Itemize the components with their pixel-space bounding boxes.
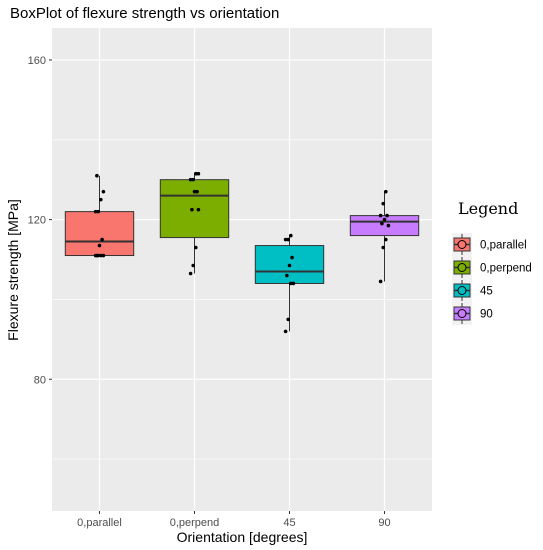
- data-point: [378, 213, 383, 218]
- data-point: [95, 253, 99, 258]
- data-point: [285, 273, 289, 278]
- data-point: [385, 213, 389, 218]
- x-axis: 0,parallel 0,perpend 45 90: [77, 511, 391, 529]
- legend-title: Legend: [458, 199, 518, 218]
- y-axis: 80 120 160: [28, 55, 52, 386]
- data-point: [194, 245, 198, 250]
- data-point: [381, 201, 386, 206]
- data-point: [188, 271, 193, 276]
- x-tick-label: 0,perpend: [170, 517, 220, 529]
- data-point: [287, 263, 292, 268]
- legend-key-point: [457, 309, 467, 318]
- x-tick-label: 0,parallel: [77, 517, 122, 529]
- data-point: [196, 207, 201, 212]
- box-0,parallel: [64, 211, 135, 257]
- data-point: [190, 207, 194, 212]
- legend-label: 0,parallel: [480, 240, 527, 252]
- data-point: [291, 281, 296, 286]
- data-point: [382, 217, 387, 222]
- data-point: [386, 223, 391, 228]
- x-tick-label: 45: [283, 517, 295, 529]
- y-tick-label: 80: [34, 374, 46, 386]
- data-point: [289, 233, 293, 238]
- data-point: [192, 189, 197, 194]
- data-point: [194, 171, 198, 176]
- y-axis-title: Flexure strength [MPa]: [5, 199, 21, 341]
- data-point: [380, 221, 384, 226]
- data-point: [95, 173, 99, 178]
- data-point: [101, 253, 106, 258]
- data-point: [191, 177, 195, 182]
- box-layer: [64, 173, 420, 332]
- minor-gridlines: [52, 139, 432, 460]
- y-tick-label: 160: [28, 55, 46, 67]
- data-point: [384, 189, 388, 194]
- plot-panel: [52, 28, 432, 511]
- legend-key-point: [457, 263, 467, 272]
- data-point: [196, 171, 201, 176]
- data-point: [289, 281, 293, 286]
- data-point: [191, 263, 195, 268]
- data-point: [101, 189, 106, 194]
- legend-label: 90: [480, 309, 493, 321]
- legend-key-point: [457, 240, 467, 249]
- x-axis-title: Orientation [degrees]: [177, 529, 308, 545]
- data-point: [99, 253, 103, 258]
- legend-key-point: [457, 286, 467, 295]
- data-point: [195, 189, 199, 194]
- data-point: [97, 243, 102, 248]
- data-point: [100, 237, 104, 242]
- data-point: [96, 209, 100, 214]
- chart-title: BoxPlot of flexure strength vs orientati…: [10, 5, 279, 22]
- data-point: [381, 245, 386, 250]
- data-point: [286, 317, 291, 322]
- legend-label: 45: [480, 286, 493, 298]
- data-point: [283, 237, 288, 242]
- data-point: [384, 237, 388, 242]
- legend: Legend 0,parallel 0,perpend 45 90: [452, 199, 532, 325]
- legend-label: 0,perpend: [480, 263, 532, 275]
- data-point: [93, 209, 98, 214]
- data-point: [283, 329, 288, 334]
- box-0,perpend: [159, 179, 230, 239]
- data-point: [99, 197, 103, 202]
- point-layer: [93, 171, 391, 334]
- data-point: [286, 237, 291, 242]
- data-point: [290, 255, 294, 260]
- y-tick-label: 120: [28, 215, 46, 227]
- data-point: [378, 279, 383, 284]
- x-tick-label: 90: [378, 517, 390, 529]
- data-point: [188, 177, 193, 182]
